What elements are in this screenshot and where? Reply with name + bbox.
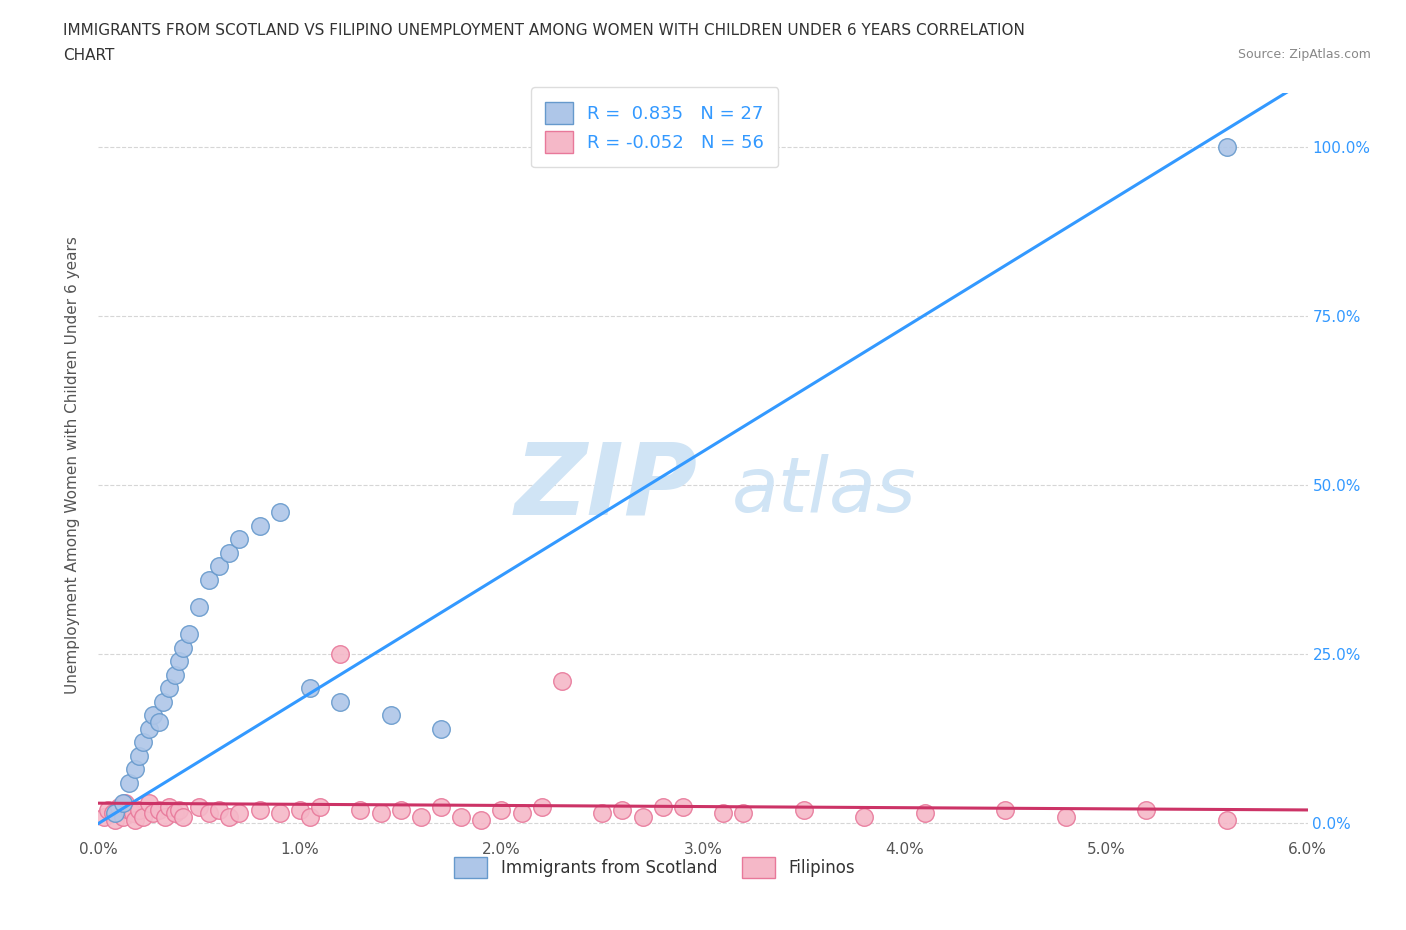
Point <box>157 799 180 814</box>
Point <box>167 803 190 817</box>
Point <box>631 809 654 824</box>
Point <box>1216 140 1239 154</box>
Point <box>1054 809 1077 824</box>
Point <box>218 546 240 561</box>
Point <box>128 749 150 764</box>
Point <box>288 803 311 817</box>
Point <box>179 627 201 642</box>
Point <box>103 813 125 828</box>
Point <box>591 806 613 821</box>
Point <box>1135 803 1157 817</box>
Point <box>430 722 453 737</box>
Point <box>142 708 165 723</box>
Point <box>163 806 186 821</box>
Text: Source: ZipAtlas.com: Source: ZipAtlas.com <box>1237 48 1371 61</box>
Point <box>111 796 134 811</box>
Point <box>349 803 371 817</box>
Point <box>97 803 120 817</box>
Point <box>198 573 221 588</box>
Point <box>329 695 352 710</box>
Point <box>138 796 160 811</box>
Point <box>651 799 673 814</box>
Point <box>1216 813 1239 828</box>
Point <box>93 809 115 824</box>
Point <box>132 809 155 824</box>
Point <box>551 674 574 689</box>
Point <box>450 809 472 824</box>
Point <box>118 803 141 817</box>
Point <box>103 806 125 821</box>
Point <box>309 799 332 814</box>
Point <box>299 681 322 696</box>
Point <box>491 803 513 817</box>
Point <box>711 806 734 821</box>
Point <box>198 806 221 821</box>
Point <box>733 806 755 821</box>
Point <box>188 600 211 615</box>
Point <box>228 532 250 547</box>
Point <box>172 640 194 655</box>
Point <box>269 505 291 520</box>
Point <box>208 803 231 817</box>
Point <box>510 806 533 821</box>
Point <box>148 714 170 729</box>
Text: ZIP: ZIP <box>515 439 697 536</box>
Point <box>208 559 231 574</box>
Point <box>188 799 211 814</box>
Point <box>914 806 936 821</box>
Point <box>853 809 876 824</box>
Point <box>172 809 194 824</box>
Point <box>672 799 695 814</box>
Text: IMMIGRANTS FROM SCOTLAND VS FILIPINO UNEMPLOYMENT AMONG WOMEN WITH CHILDREN UNDE: IMMIGRANTS FROM SCOTLAND VS FILIPINO UNE… <box>63 23 1025 38</box>
Text: CHART: CHART <box>63 48 115 63</box>
Point <box>409 809 432 824</box>
Point <box>793 803 815 817</box>
Point <box>612 803 634 817</box>
Y-axis label: Unemployment Among Women with Children Under 6 years: Unemployment Among Women with Children U… <box>65 236 80 694</box>
Point <box>299 809 322 824</box>
Point <box>128 803 150 817</box>
Point <box>380 708 402 723</box>
Point <box>157 681 180 696</box>
Text: atlas: atlas <box>731 454 917 528</box>
Point <box>370 806 392 821</box>
Point <box>124 762 146 777</box>
Point <box>153 809 176 824</box>
Point <box>218 809 240 824</box>
Point <box>269 806 291 821</box>
Point <box>138 722 160 737</box>
Point <box>994 803 1017 817</box>
Point <box>121 806 143 821</box>
Point <box>430 799 453 814</box>
Point <box>249 518 271 533</box>
Point <box>124 813 146 828</box>
Point <box>118 776 141 790</box>
Point <box>114 796 136 811</box>
Point <box>163 667 186 682</box>
Point <box>101 806 124 821</box>
Point <box>470 813 492 828</box>
Point <box>249 803 271 817</box>
Point <box>132 735 155 750</box>
Point <box>152 695 174 710</box>
Point <box>228 806 250 821</box>
Point <box>530 799 553 814</box>
Point <box>107 799 129 814</box>
Point <box>111 809 134 824</box>
Point <box>389 803 412 817</box>
Point <box>167 654 190 669</box>
Point <box>329 647 352 662</box>
Point <box>142 806 165 821</box>
Legend: Immigrants from Scotland, Filipinos: Immigrants from Scotland, Filipinos <box>447 851 862 884</box>
Point <box>148 803 170 817</box>
